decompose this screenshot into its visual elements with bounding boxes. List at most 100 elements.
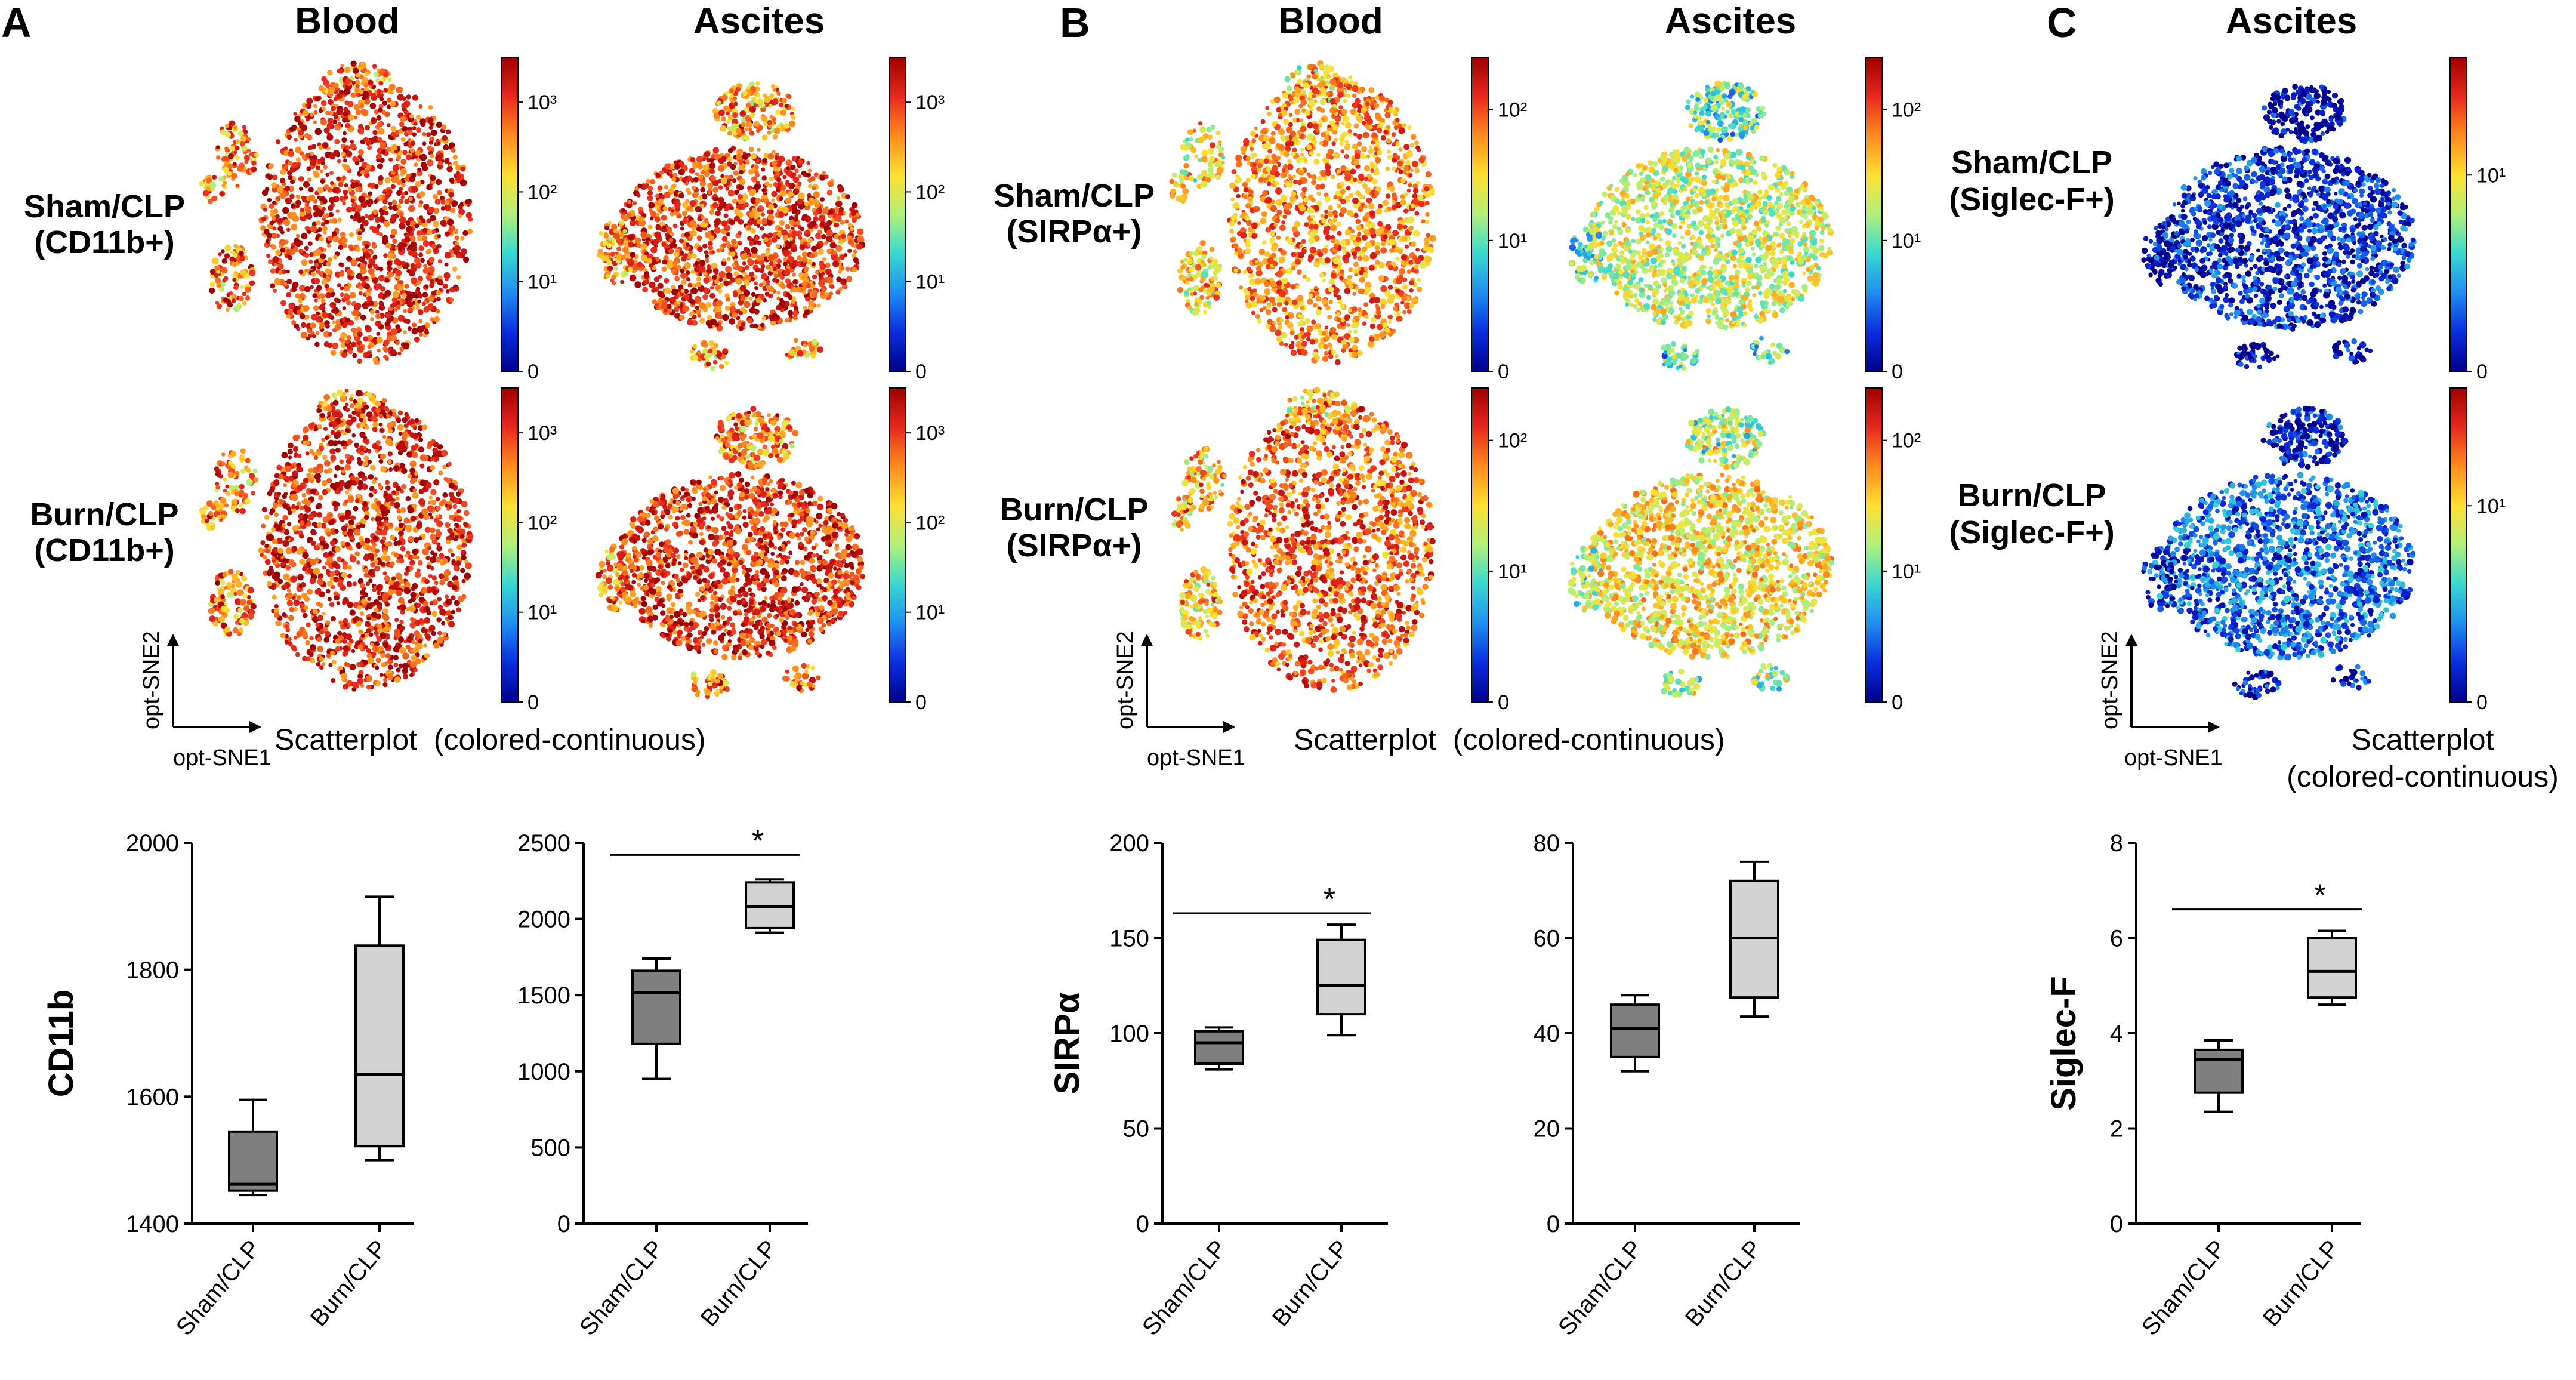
- tsne-dot: [360, 269, 365, 275]
- tsne-dot: [785, 224, 791, 230]
- tsne-dot: [713, 193, 717, 198]
- tsne-dot: [448, 491, 454, 498]
- tsne-dot: [396, 190, 402, 196]
- tsne-dot: [421, 235, 428, 241]
- arrowhead-c-up: [2125, 634, 2137, 646]
- tsne-dot: [296, 630, 303, 637]
- tsne-dot: [744, 279, 750, 286]
- tsne-dot: [350, 475, 356, 481]
- row-label-c-sham: Sham/CLP: [1951, 144, 2112, 180]
- tsne-dot: [290, 179, 295, 184]
- tsne-dot: [368, 267, 375, 275]
- tsne-dot: [224, 503, 229, 508]
- tsne-dot: [357, 235, 362, 241]
- tsne-dot: [761, 167, 766, 172]
- tsne-dot: [417, 235, 423, 241]
- tsne-dot: [214, 272, 220, 278]
- tsne-dot: [322, 226, 328, 232]
- tsne-dot: [382, 100, 388, 106]
- tsne-dot: [718, 158, 724, 164]
- tsne-dot: [462, 230, 468, 236]
- tsne-dot: [411, 649, 416, 654]
- tsne-dot: [287, 309, 294, 315]
- tsne-dot: [351, 202, 357, 208]
- tsne-dot: [340, 232, 346, 238]
- tsne-dot: [225, 131, 232, 138]
- tsne-dot: [375, 313, 381, 319]
- tsne-dot: [336, 93, 343, 100]
- tsne-dot: [419, 258, 425, 263]
- tsne-dot: [356, 525, 361, 530]
- tsne-dot: [764, 291, 770, 297]
- tsne-dot: [782, 98, 787, 103]
- tsne-dot: [227, 471, 235, 479]
- colorbar-tick-label: 0: [915, 361, 927, 383]
- tsne-dot: [272, 201, 276, 205]
- tsne-dot: [321, 279, 328, 285]
- tsne-dot: [755, 99, 761, 105]
- tsne-dot: [681, 211, 687, 217]
- tsne-dot: [467, 533, 474, 540]
- sne2-label-b: opt-SNE2: [1113, 631, 1138, 729]
- tsne-dot: [759, 267, 765, 273]
- tsne-dot: [430, 499, 437, 506]
- tsne-dot: [772, 278, 778, 283]
- tsne-dot: [747, 318, 753, 324]
- tsne-dot: [233, 244, 238, 248]
- tsne-dot: [414, 336, 420, 343]
- tsne-dot: [689, 349, 695, 354]
- tsne-dot: [652, 299, 658, 304]
- tsne-dot: [787, 255, 795, 263]
- tsne-dot: [372, 652, 377, 657]
- tsne-dot: [347, 187, 353, 192]
- tsne-dot: [350, 140, 354, 144]
- tsne-dot: [398, 530, 404, 537]
- tsne-dot: [384, 278, 390, 283]
- tsne-dot: [634, 281, 641, 288]
- tsne-dot: [655, 304, 659, 309]
- tsne-dot: [436, 617, 442, 623]
- tsne-dot: [326, 653, 331, 658]
- tsne-dot: [263, 208, 267, 212]
- tsne-dot: [785, 159, 792, 166]
- tsne-dot: [810, 353, 816, 359]
- tsne-dot: [399, 217, 406, 224]
- tsne-dot: [214, 466, 220, 472]
- tsne-dot: [438, 470, 443, 476]
- tsne-dot: [221, 267, 228, 274]
- tsne-dot: [672, 172, 678, 178]
- tsne-dot: [323, 426, 328, 432]
- tsne-dot: [316, 220, 321, 226]
- tsne-dot: [334, 431, 341, 438]
- tsne-dot: [353, 506, 359, 512]
- tsne-dot: [441, 124, 447, 130]
- sne1-label-a: opt-SNE1: [173, 746, 272, 771]
- tsne-dot: [334, 464, 341, 471]
- tsne-dot: [637, 261, 643, 267]
- tsne-dot: [661, 214, 667, 221]
- tsne-dot: [344, 464, 351, 471]
- tsne-dot: [407, 326, 412, 331]
- tsne-dot: [455, 491, 461, 497]
- tsne-dot: [611, 275, 616, 280]
- tsne-dot: [265, 173, 271, 179]
- tsne-dot: [801, 217, 806, 221]
- tsne-dot: [383, 87, 388, 93]
- tsne-dot: [812, 199, 819, 205]
- tsne-dot: [852, 267, 857, 273]
- tsne-dot: [775, 109, 780, 115]
- tsne-dot: [838, 287, 843, 291]
- tsne-dot: [345, 145, 350, 150]
- tsne-dot: [372, 242, 376, 246]
- tsne-dot: [286, 588, 291, 593]
- tsne-dot: [456, 607, 461, 612]
- tsne-dot: [847, 248, 852, 254]
- tsne-dot: [223, 488, 227, 493]
- tsne-dot: [852, 202, 858, 208]
- tsne-dot: [286, 292, 291, 297]
- tsne-dot: [628, 241, 634, 247]
- tsne-dot: [325, 83, 331, 88]
- tsne-dot: [443, 144, 449, 151]
- tsne-dot: [306, 622, 311, 627]
- tsne-dot: [368, 492, 374, 498]
